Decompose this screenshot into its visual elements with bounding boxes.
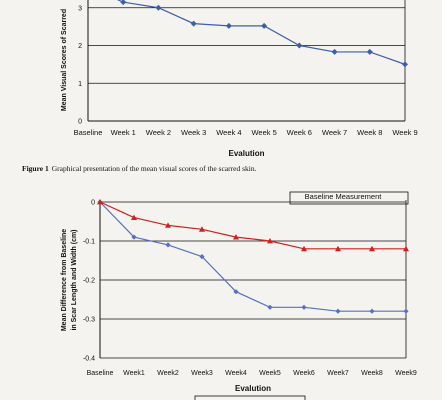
chart2-data-point <box>233 289 239 295</box>
chart1-data-point <box>331 48 338 55</box>
chart1-data-point <box>296 42 303 49</box>
chart1-y-axis-title: Mean Visual Scores of Scarred <box>61 9 68 111</box>
chart2-ytick-label: -0.3 <box>83 317 95 324</box>
chart1-xtick-label: Week 5 <box>251 128 276 137</box>
chart1-data-point <box>402 61 408 68</box>
chart2-xtick-label: Week7 <box>327 370 349 377</box>
chart2-data-point <box>369 245 375 252</box>
chart2-ytick-label: -0.4 <box>83 356 95 363</box>
chart2-x-axis-title: Evalution <box>235 384 271 393</box>
chart1-x-axis-title: Evalution <box>228 149 264 158</box>
chart2-data-point <box>199 226 205 232</box>
chart2-xtick-label: Week4 <box>225 370 247 377</box>
chart2-legend-box <box>289 191 409 205</box>
chart1-data-point <box>225 22 232 29</box>
chart2-xtick-label: Week8 <box>361 370 383 377</box>
chart2-data-point <box>165 242 171 248</box>
chart2-data-point <box>369 308 375 314</box>
chart2-data-point <box>301 245 307 252</box>
chart2-series-line <box>99 201 406 250</box>
chart1-data-point <box>190 20 197 27</box>
chart2-data-point <box>267 238 273 244</box>
chart2-data-point <box>267 304 273 310</box>
chart2-ytick-label: -0.1 <box>83 239 95 246</box>
chart2-data-point <box>131 234 137 240</box>
chart1-xtick-label: Week 6 <box>287 128 312 137</box>
chart1-data-point <box>155 4 162 11</box>
chart1-ytick-label: 2 <box>78 43 82 50</box>
chart2-xtick-label: Baseline <box>87 370 114 377</box>
chart2-bottom-legend-box <box>194 395 306 400</box>
chart1-xtick-label: Week 4 <box>216 128 241 137</box>
chart1-ytick-label: 3 <box>78 5 82 12</box>
chart2-y-axis-title-line2: in Scar Length and Width (cm) <box>71 229 78 330</box>
chart1-xtick-label: Baseline <box>74 128 103 137</box>
chart2-ytick-label: -0.2 <box>83 278 95 285</box>
chart2-data-point <box>335 308 341 314</box>
chart2-data-point <box>97 199 103 205</box>
chart2-xtick-label: Week9 <box>395 370 417 377</box>
chart1-ytick-label: 1 <box>78 81 82 88</box>
chart2-legend-label: Baseline Measurement <box>305 192 383 201</box>
figure-caption: Figure 1 Graphical presentation of the me… <box>22 164 256 173</box>
chart2-data-point <box>403 245 409 252</box>
chart1-series-line <box>116 0 406 65</box>
chart2-ytick-label: 0 <box>91 200 95 207</box>
chart2-data-point <box>301 304 307 310</box>
chart2-xtick-label: Week5 <box>259 370 281 377</box>
chart2-xtick-label: Week1 <box>123 370 145 377</box>
chart2-series-line <box>99 201 406 312</box>
chart1-ytick-label: 0 <box>78 119 82 126</box>
chart1-xtick-label: Week 1 <box>111 128 136 137</box>
chart1-xtick-label: Week 7 <box>322 128 347 137</box>
chart2-xtick-label: Week6 <box>293 370 315 377</box>
chart1-xtick-label: Week 3 <box>181 128 206 137</box>
chart2-y-axis-title-line1: Mean Difference from Baseline <box>61 229 68 331</box>
chart1-xtick-label: Week 8 <box>357 128 382 137</box>
chart1-data-point <box>261 22 268 29</box>
chart2-data-point <box>335 245 341 252</box>
caption-text: Graphical presentation of the mean visua… <box>51 164 257 173</box>
chart2-data-point <box>199 254 205 260</box>
chart1-xtick-label: Week 9 <box>392 128 417 137</box>
chart2-data-point <box>131 214 137 220</box>
chart1-xtick-label: Week 2 <box>146 128 171 137</box>
caption-label: Figure 1 <box>22 164 49 173</box>
chart1-data-point <box>366 48 373 55</box>
chart2-xtick-label: Week2 <box>157 370 179 377</box>
chart2-data-point <box>165 222 171 228</box>
chart1-data-point <box>120 0 127 6</box>
chart2-xtick-label: Week3 <box>191 370 213 377</box>
chart2-data-point <box>403 308 409 314</box>
chart2-data-point <box>233 234 239 240</box>
